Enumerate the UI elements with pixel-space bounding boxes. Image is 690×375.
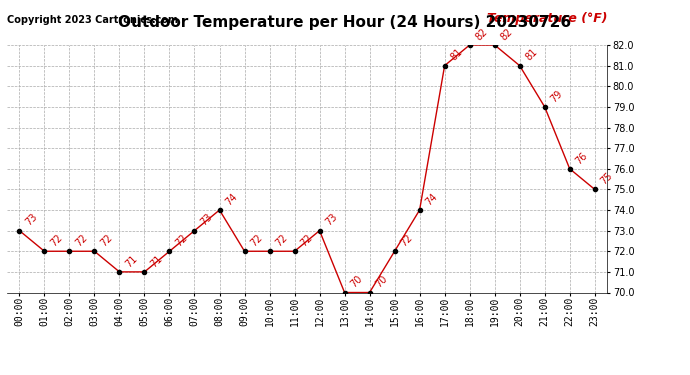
Text: 72: 72 [399,232,415,249]
Text: 81: 81 [448,47,464,63]
Text: 76: 76 [574,150,590,166]
Text: Outdoor Temperature per Hour (24 Hours) 20230726: Outdoor Temperature per Hour (24 Hours) … [119,15,571,30]
Text: 82: 82 [499,26,515,42]
Text: 73: 73 [199,212,215,228]
Text: 79: 79 [549,88,564,104]
Text: Copyright 2023 Cartronics.com: Copyright 2023 Cartronics.com [7,15,178,25]
Text: 71: 71 [148,253,164,269]
Text: 73: 73 [324,212,339,228]
Text: 72: 72 [299,232,315,249]
Text: Temperature (°F): Temperature (°F) [486,12,607,25]
Text: 75: 75 [599,171,615,187]
Text: 72: 72 [248,232,264,249]
Text: 74: 74 [224,191,239,207]
Text: 71: 71 [124,253,139,269]
Text: 72: 72 [99,232,115,249]
Text: 70: 70 [348,274,364,290]
Text: 82: 82 [474,26,490,42]
Text: 74: 74 [424,191,440,207]
Text: 72: 72 [48,232,64,249]
Text: 73: 73 [23,212,39,228]
Text: 70: 70 [374,274,390,290]
Text: 81: 81 [524,47,540,63]
Text: 72: 72 [274,232,290,249]
Text: 72: 72 [74,232,90,249]
Text: 72: 72 [174,232,190,249]
